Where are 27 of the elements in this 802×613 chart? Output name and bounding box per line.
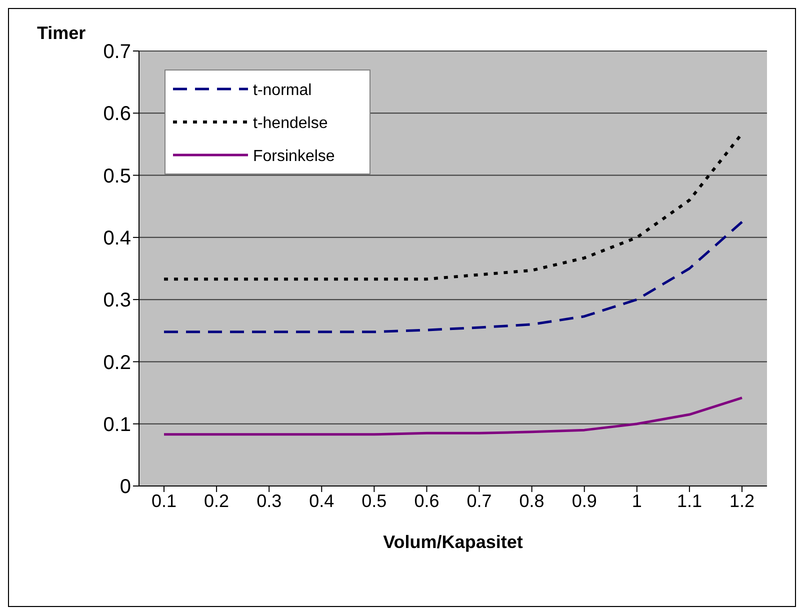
- x-tick-label: 1: [632, 490, 642, 511]
- y-tick-label: 0.7: [103, 41, 131, 64]
- y-tick-label: 0: [120, 476, 131, 498]
- x-tick-label: 0.5: [362, 490, 387, 511]
- x-tick-label: 0.7: [466, 490, 492, 511]
- x-tick-label: 1.1: [676, 490, 702, 511]
- x-tick-label: 1.2: [729, 490, 755, 511]
- x-tick-label: 0.6: [414, 490, 440, 511]
- y-tick-label: 0.3: [103, 290, 131, 312]
- x-tick-label: 0.8: [519, 490, 544, 511]
- legend-label: Forsinkelse: [253, 148, 335, 165]
- x-tick-label: 0.4: [309, 490, 334, 511]
- y-axis-title: Timer: [37, 23, 86, 44]
- x-tick-label: 0.1: [151, 490, 177, 511]
- x-axis-title: Volum/Kapasitet: [383, 532, 523, 552]
- line-series: [162, 220, 744, 334]
- y-tick-label: 0.6: [103, 103, 131, 126]
- x-tick-label: 0.9: [572, 490, 597, 511]
- legend-label: t-hendelse: [253, 115, 328, 132]
- x-tick-label: 0.2: [204, 490, 230, 511]
- legend-label: t-normal: [253, 82, 312, 99]
- y-tick-label: 0.4: [103, 228, 131, 250]
- y-tick-label: 0.2: [103, 352, 131, 374]
- line-series: [162, 396, 744, 436]
- y-tick-label: 0.1: [103, 414, 131, 436]
- x-tick-label: 0.3: [256, 490, 282, 511]
- y-tick-label: 0.5: [103, 165, 131, 188]
